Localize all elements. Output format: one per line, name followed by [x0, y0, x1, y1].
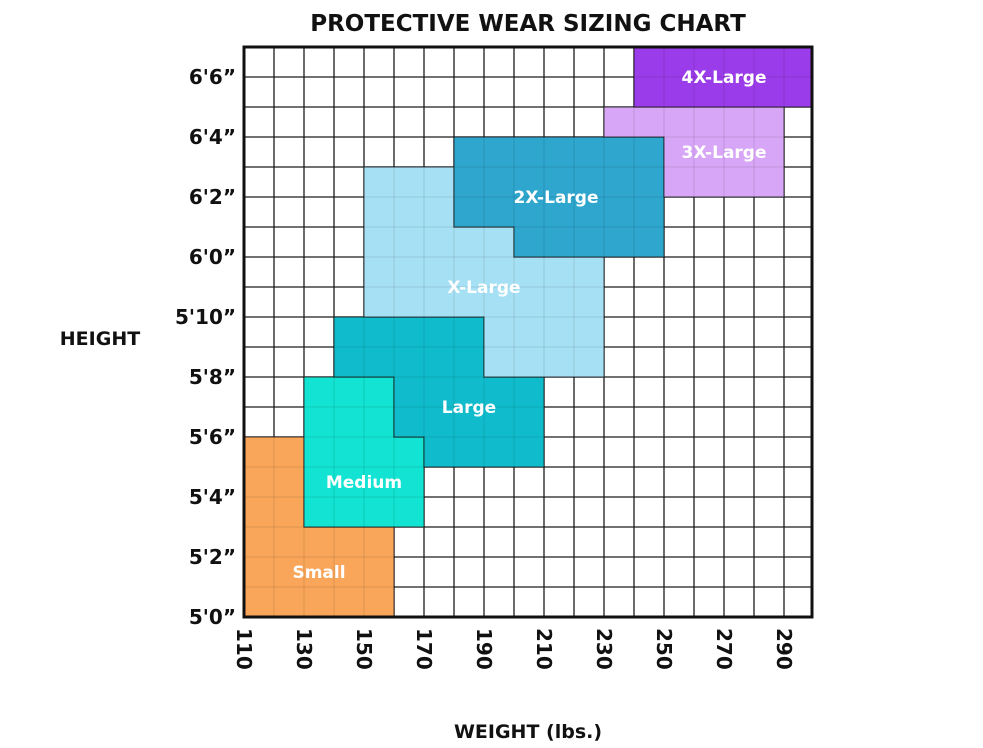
region-labels: Small Medium Large X-Large 2X-Large 3X-Large 4… — [292, 68, 766, 583]
x-tick-labels: 110 130 150 170 190 210 230 250 270 290 — [232, 628, 796, 670]
region-label: Medium — [326, 473, 402, 493]
plot-border — [242, 45, 814, 619]
x-tick-label: 110 — [232, 628, 256, 670]
grid-overlay — [244, 47, 812, 617]
y-tick-label: 6'4” — [189, 125, 236, 149]
region-label: 2X-Large — [514, 188, 599, 208]
y-tick-label: 6'2” — [189, 185, 236, 209]
x-tick-label: 290 — [772, 628, 796, 670]
x-tick-label: 270 — [712, 628, 736, 670]
y-tick-label: 5'8” — [189, 365, 236, 389]
y-tick-label: 5'10” — [175, 305, 236, 329]
y-tick-labels: 5'0” 5'2” 5'4” 5'6” 5'8” 5'10” 6'0” 6'2” 6'4” 6'6… — [175, 65, 236, 629]
x-axis-label: WEIGHT (lbs.) — [454, 721, 602, 743]
x-tick-label: 210 — [532, 628, 556, 670]
y-tick-label: 6'0” — [189, 245, 236, 269]
x-tick-label: 190 — [472, 628, 496, 670]
x-tick-label: 230 — [592, 628, 616, 670]
region-label: 3X-Large — [682, 143, 767, 163]
y-axis-label: HEIGHT — [60, 328, 140, 350]
x-tick-label: 170 — [412, 628, 436, 670]
region-label: X-Large — [447, 278, 520, 298]
region-label: Small — [292, 563, 345, 583]
chart-title: PROTECTIVE WEAR SIZING CHART — [310, 11, 746, 37]
x-tick-label: 250 — [652, 628, 676, 670]
region-label: Large — [442, 398, 496, 418]
x-tick-label: 130 — [292, 628, 316, 670]
y-tick-label: 5'2” — [189, 545, 236, 569]
y-tick-label: 6'6” — [189, 65, 236, 89]
y-tick-label: 5'6” — [189, 425, 236, 449]
size-regions — [243, 46, 813, 618]
y-tick-label: 5'0” — [189, 605, 236, 629]
x-tick-label: 150 — [352, 628, 376, 670]
region-label: 4X-Large — [682, 68, 767, 88]
y-tick-label: 5'4” — [189, 485, 236, 509]
